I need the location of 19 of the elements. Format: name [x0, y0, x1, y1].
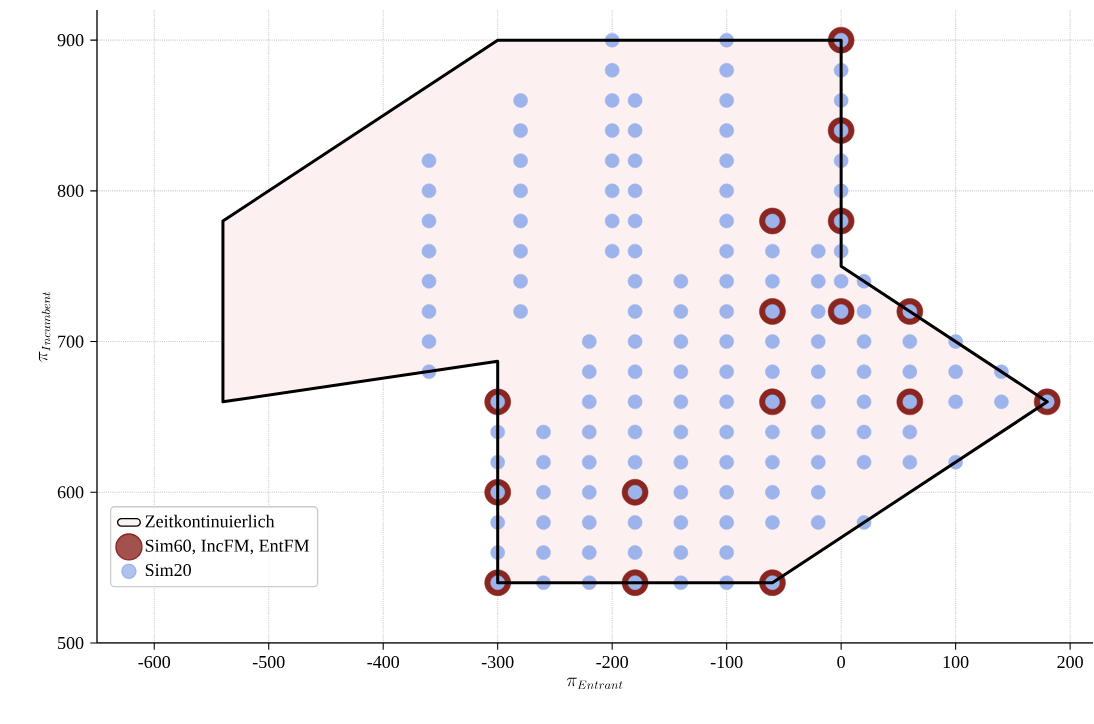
x-tick-label: 100 — [943, 655, 969, 669]
y-axis-title: $\pi_{Incumbent}$ — [38, 291, 51, 362]
legend-label: Sim20 — [145, 563, 191, 577]
x-tick-label: -600 — [138, 655, 171, 669]
x-tick-label: 0 — [837, 655, 845, 669]
x-tick-label: -100 — [710, 655, 743, 669]
x-tick-label: -500 — [252, 655, 285, 669]
y-tick-label: 800 — [57, 184, 84, 197]
x-axis-title: $\pi_{Entrant}$ — [566, 677, 623, 689]
y-tick-label: 600 — [57, 486, 84, 499]
y-tick-label: 500 — [58, 636, 84, 650]
x-tick-label: -300 — [481, 655, 514, 669]
y-tick-label: 900 — [57, 34, 84, 47]
legend-label: Zeitkontinuierlich — [145, 514, 275, 528]
x-tick-label: 200 — [1057, 655, 1083, 669]
legend-label: Sim60, IncFM, EntFM — [145, 539, 310, 555]
y-tick-label: 700 — [58, 335, 84, 348]
x-tick-label: -200 — [596, 655, 628, 669]
x-tick-label: -400 — [367, 655, 400, 669]
